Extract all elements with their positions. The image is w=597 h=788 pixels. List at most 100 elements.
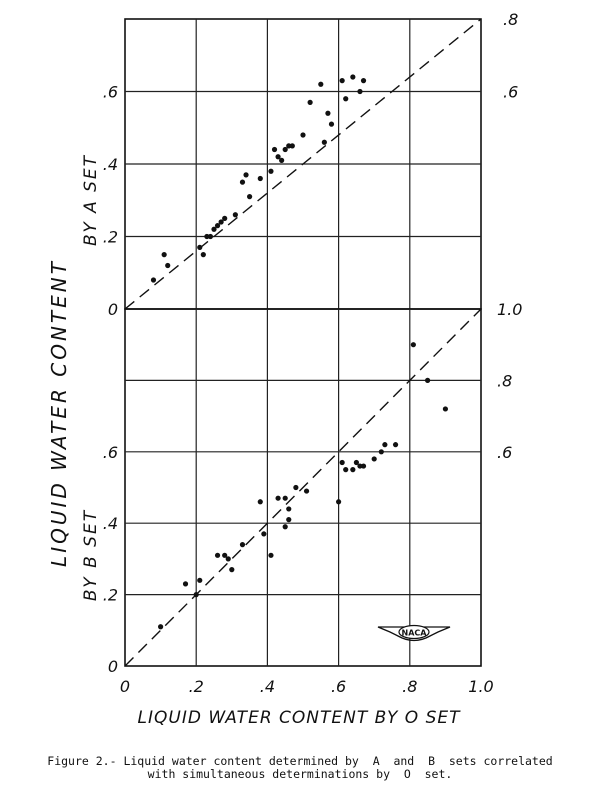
tick-labels: 0 .2 .4 .6 .8 1.0 0 .2 .4 .6 .6 .8 0 .2 .4 .6 .6 .8 1.0 [103,10,523,696]
panel-b-point [339,459,345,466]
panel-a-point [339,78,345,84]
panel-a-point [211,226,217,232]
naca-logo-badge [398,624,430,640]
x-tick-label: .2 [189,677,204,696]
panel-a-point [325,110,331,116]
panel-a-point [218,219,224,225]
panel-b-point [382,442,388,448]
x-axis-label: LIQUID WATER CONTENT BY O SET [138,708,462,728]
panel-b-point [360,463,367,469]
panel-b-y-tick-label: .6 [103,443,118,462]
panel-a-point [247,194,253,200]
panel-a-point [282,146,288,153]
panel-b-point [442,406,448,412]
panel-b-point [425,377,431,383]
panel-b-point [214,552,221,558]
panel-a-point [307,99,313,105]
panel-a-points [150,74,367,283]
panel-b-point [371,456,377,462]
panel-b-right-tick-label: .6 [497,443,512,462]
panel-b-point [336,499,342,505]
panel-b-point [357,463,363,469]
panel-b-point [239,542,246,548]
panel-a-point [204,233,210,240]
panel-a-grid [125,19,481,309]
panel-b [124,308,482,667]
panel-b-point [158,624,164,630]
panel-b-point [182,581,189,587]
panel-b-point [282,524,288,530]
panel-b-point [229,567,235,573]
panel-b-point [268,552,274,558]
panel-a-y-tick-label: 0 [108,300,118,319]
panel-a-point [207,233,214,240]
panel-a-y-tick-label: .4 [103,155,118,174]
panel-a-point [243,172,249,178]
panel-b-y-tick-label: .2 [103,586,118,605]
panel-b-point [353,459,359,466]
panel-a-point [343,96,349,102]
panel-a-point [321,139,327,145]
panel-a-point [357,88,363,95]
panel-b-point [392,442,399,448]
panel-b-point [293,484,299,491]
panel-a-point [279,157,285,163]
panel-b-grid [125,309,481,666]
x-tick-label: .4 [260,677,275,696]
panel-a-point [350,74,356,80]
panel-b-point [257,499,263,505]
panel-a-point [275,154,281,160]
x-tick-label: 1.0 [468,677,493,696]
panel-a-point [268,168,274,174]
panel-a-point [200,252,206,258]
naca-logo: NACA [377,624,451,642]
panel-a-diagonal [124,18,482,310]
caption-line-2: with simultaneous determinations by O se… [148,767,453,781]
panel-b-right-tick-label: 1.0 [497,300,522,319]
panel-a-point [328,121,335,127]
panel-b-point [197,577,203,583]
panel-a-point [289,143,295,149]
panel-a [124,18,482,310]
panel-b-y-tick-label: 0 [108,657,118,676]
panel-b-frame [124,308,482,667]
panel-a-y-tick-label: .2 [103,228,118,247]
caption-line-1: Figure 2.- Liquid water content determin… [47,754,552,768]
x-tick-label: .8 [402,677,417,696]
panel-a-point [318,81,324,87]
panel-b-point [193,592,199,598]
panel-a-point [286,143,292,149]
panel-a-right-tick-label: .8 [503,10,518,29]
panel-b-point [286,517,292,523]
panel-a-point [257,175,263,182]
panel-b-ylabel: BY B SET [81,509,101,601]
panel-b-point [225,556,231,562]
panel-a-ylabel: BY A SET [81,154,101,246]
panel-b-point [282,495,288,501]
panel-a-point [161,252,167,258]
shared-ylabel: LIQUID WATER CONTENT [47,259,71,567]
panel-b-point [286,506,292,512]
x-tick-label: .6 [331,677,346,696]
panel-a-point [197,244,203,250]
naca-logo-wings [377,626,451,642]
panel-b-point [222,552,228,558]
panel-a-point [214,223,221,229]
panel-b-point [275,495,281,501]
panel-b-point [410,342,416,348]
panel-b-diagonal [124,308,482,667]
panel-a-y-tick-label: .6 [103,83,118,102]
panel-a-point [300,132,306,138]
panel-b-point [303,488,310,494]
panel-b-right-tick-label: .8 [497,371,512,390]
panel-a-point [239,179,246,185]
x-tick-label: 0 [120,677,130,696]
panel-b-point [261,531,267,537]
naca-logo-text: NACA [402,629,428,638]
panel-a-point [165,262,171,269]
panel-b-point [343,467,349,473]
panel-a-point [222,215,228,221]
panel-a-point [360,78,367,84]
panel-a-right-tick-label: .6 [503,83,518,102]
panel-b-point [350,467,356,473]
